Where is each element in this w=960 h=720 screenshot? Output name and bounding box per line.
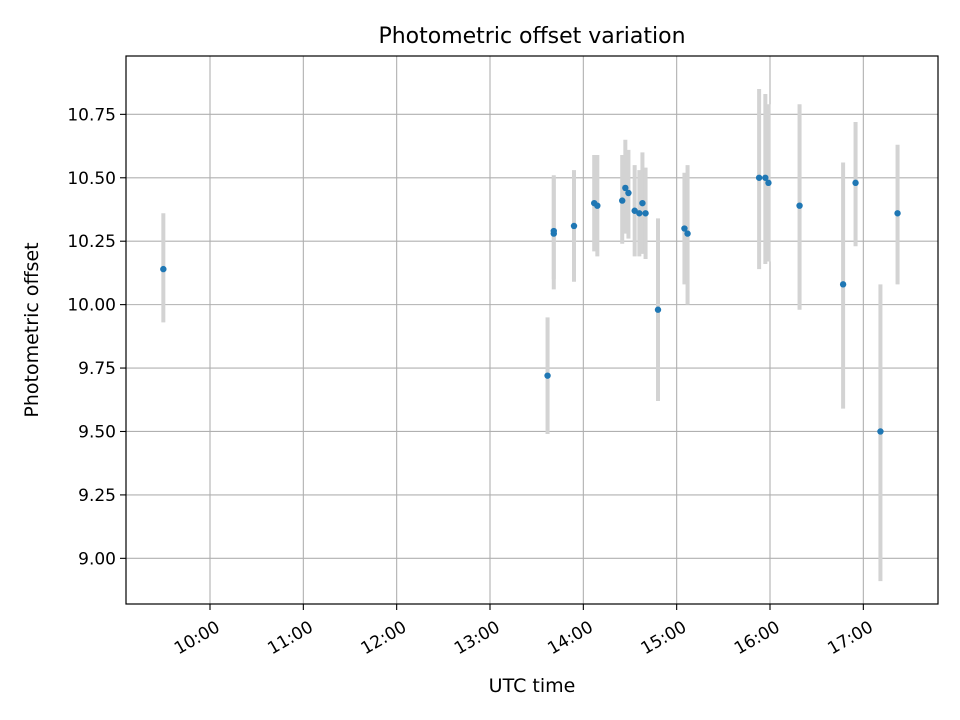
data-point (631, 207, 638, 214)
y-tick-label: 10.75 (67, 105, 116, 125)
x-axis-label: UTC time (489, 675, 576, 697)
chart-title: Photometric offset variation (378, 24, 685, 49)
data-point (877, 428, 884, 435)
y-tick-label: 9.00 (78, 549, 116, 569)
data-point (544, 372, 551, 379)
y-tick-label: 9.50 (78, 422, 116, 442)
data-point (619, 197, 626, 204)
data-point (594, 202, 601, 209)
y-tick-label: 10.00 (67, 296, 116, 316)
data-point (622, 184, 629, 192)
y-axis-label: Photometric offset (21, 242, 43, 417)
data-point (755, 174, 763, 181)
data-point (570, 222, 578, 230)
y-tick-label: 10.50 (67, 169, 116, 189)
data-point (839, 281, 847, 288)
data-point (550, 227, 557, 235)
y-tick-label: 9.25 (78, 486, 116, 506)
data-point (654, 306, 662, 313)
data-point (765, 179, 772, 187)
grid (126, 56, 938, 604)
y-axis-ticks: 9.00 9.25 9.50 9.75 10.00 10.25 10.50 10.75 (67, 105, 126, 569)
data-point (681, 225, 688, 232)
data-point (625, 189, 632, 197)
data-point (894, 210, 901, 217)
data-point (852, 179, 859, 187)
data-point (639, 199, 646, 207)
data-point (642, 210, 649, 217)
y-tick-label: 9.75 (78, 359, 116, 379)
data-point (796, 202, 803, 209)
data-point (762, 174, 769, 181)
data-point (684, 230, 691, 237)
plot-frame (125, 55, 939, 605)
y-tick-label: 10.25 (67, 232, 116, 252)
data-points (160, 174, 901, 435)
data-point (636, 210, 643, 217)
data-point (160, 265, 167, 273)
